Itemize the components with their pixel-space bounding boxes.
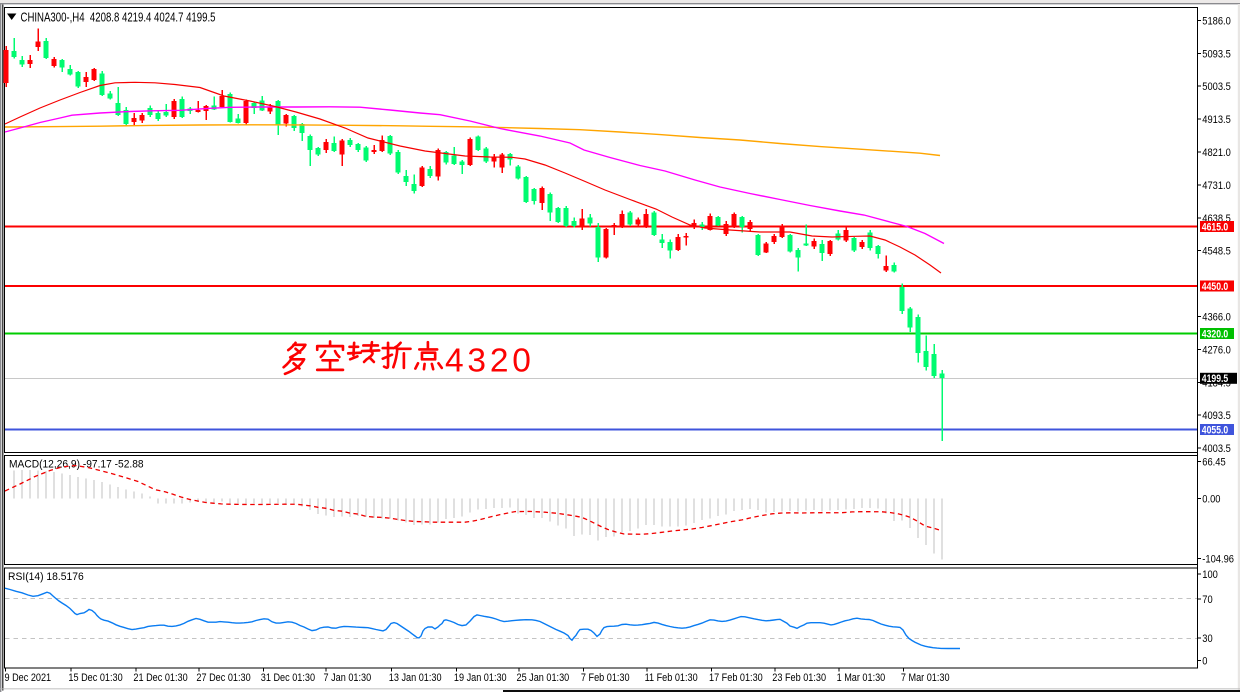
svg-text:1 Mar 01:30: 1 Mar 01:30 [837, 672, 886, 684]
svg-text:4093.5: 4093.5 [1202, 411, 1231, 423]
svg-text:RSI(14) 18.5176: RSI(14) 18.5176 [8, 571, 84, 583]
svg-text:MACD(12,26,9) -97.17 -52.88: MACD(12,26,9) -97.17 -52.88 [9, 458, 144, 470]
svg-text:4276.0: 4276.0 [1202, 345, 1231, 357]
svg-text:30: 30 [1202, 633, 1213, 645]
svg-text:5186.0: 5186.0 [1202, 16, 1231, 28]
svg-text:4003.5: 4003.5 [1202, 443, 1231, 455]
svg-text:9 Dec 2021: 9 Dec 2021 [5, 672, 52, 684]
svg-text:4320.0: 4320.0 [1202, 329, 1229, 341]
svg-text:-104.96: -104.96 [1202, 554, 1234, 566]
svg-text:25 Jan 01:30: 25 Jan 01:30 [517, 672, 570, 684]
svg-text:15 Dec 01:30: 15 Dec 01:30 [68, 672, 123, 684]
svg-text:31 Dec 01:30: 31 Dec 01:30 [261, 672, 316, 684]
svg-text:4615.0: 4615.0 [1202, 222, 1229, 234]
svg-text:0.00: 0.00 [1202, 494, 1220, 506]
svg-text:21 Dec 01:30: 21 Dec 01:30 [133, 672, 188, 684]
svg-text:70: 70 [1202, 594, 1213, 606]
svg-text:0: 0 [1202, 656, 1207, 668]
svg-text:5003.5: 5003.5 [1202, 82, 1231, 94]
svg-text:4821.0: 4821.0 [1202, 147, 1231, 159]
svg-text:4366.0: 4366.0 [1202, 312, 1231, 324]
svg-text:7 Feb 01:30: 7 Feb 01:30 [581, 672, 630, 684]
svg-text:23 Feb 01:30: 23 Feb 01:30 [772, 672, 826, 684]
svg-text:7 Jan 01:30: 7 Jan 01:30 [324, 672, 372, 684]
svg-text:4055.0: 4055.0 [1202, 425, 1229, 437]
svg-text:66.45: 66.45 [1202, 457, 1226, 469]
svg-text:4731.0: 4731.0 [1202, 180, 1231, 192]
svg-text:4548.5: 4548.5 [1202, 246, 1231, 258]
svg-text:CHINA300-,H4 4208.8 4219.4 40: CHINA300-,H4 4208.8 4219.4 4024.7 4199.5 [21, 11, 216, 25]
svg-text:11 Feb 01:30: 11 Feb 01:30 [645, 672, 698, 684]
svg-text:100: 100 [1202, 569, 1218, 581]
svg-text:13 Jan 01:30: 13 Jan 01:30 [389, 672, 442, 684]
svg-text:19 Jan 01:30: 19 Jan 01:30 [454, 672, 507, 684]
svg-text:4320: 4320 [445, 343, 535, 380]
svg-text:4450.0: 4450.0 [1202, 281, 1229, 293]
svg-text:4913.5: 4913.5 [1202, 114, 1231, 126]
svg-text:4199.5: 4199.5 [1202, 373, 1229, 385]
svg-text:27 Dec 01:30: 27 Dec 01:30 [196, 672, 251, 684]
svg-text:7 Mar 01:30: 7 Mar 01:30 [901, 672, 950, 684]
svg-text:4638.5: 4638.5 [1202, 213, 1231, 225]
svg-text:5093.5: 5093.5 [1202, 49, 1231, 61]
svg-text:17 Feb 01:30: 17 Feb 01:30 [709, 672, 763, 684]
